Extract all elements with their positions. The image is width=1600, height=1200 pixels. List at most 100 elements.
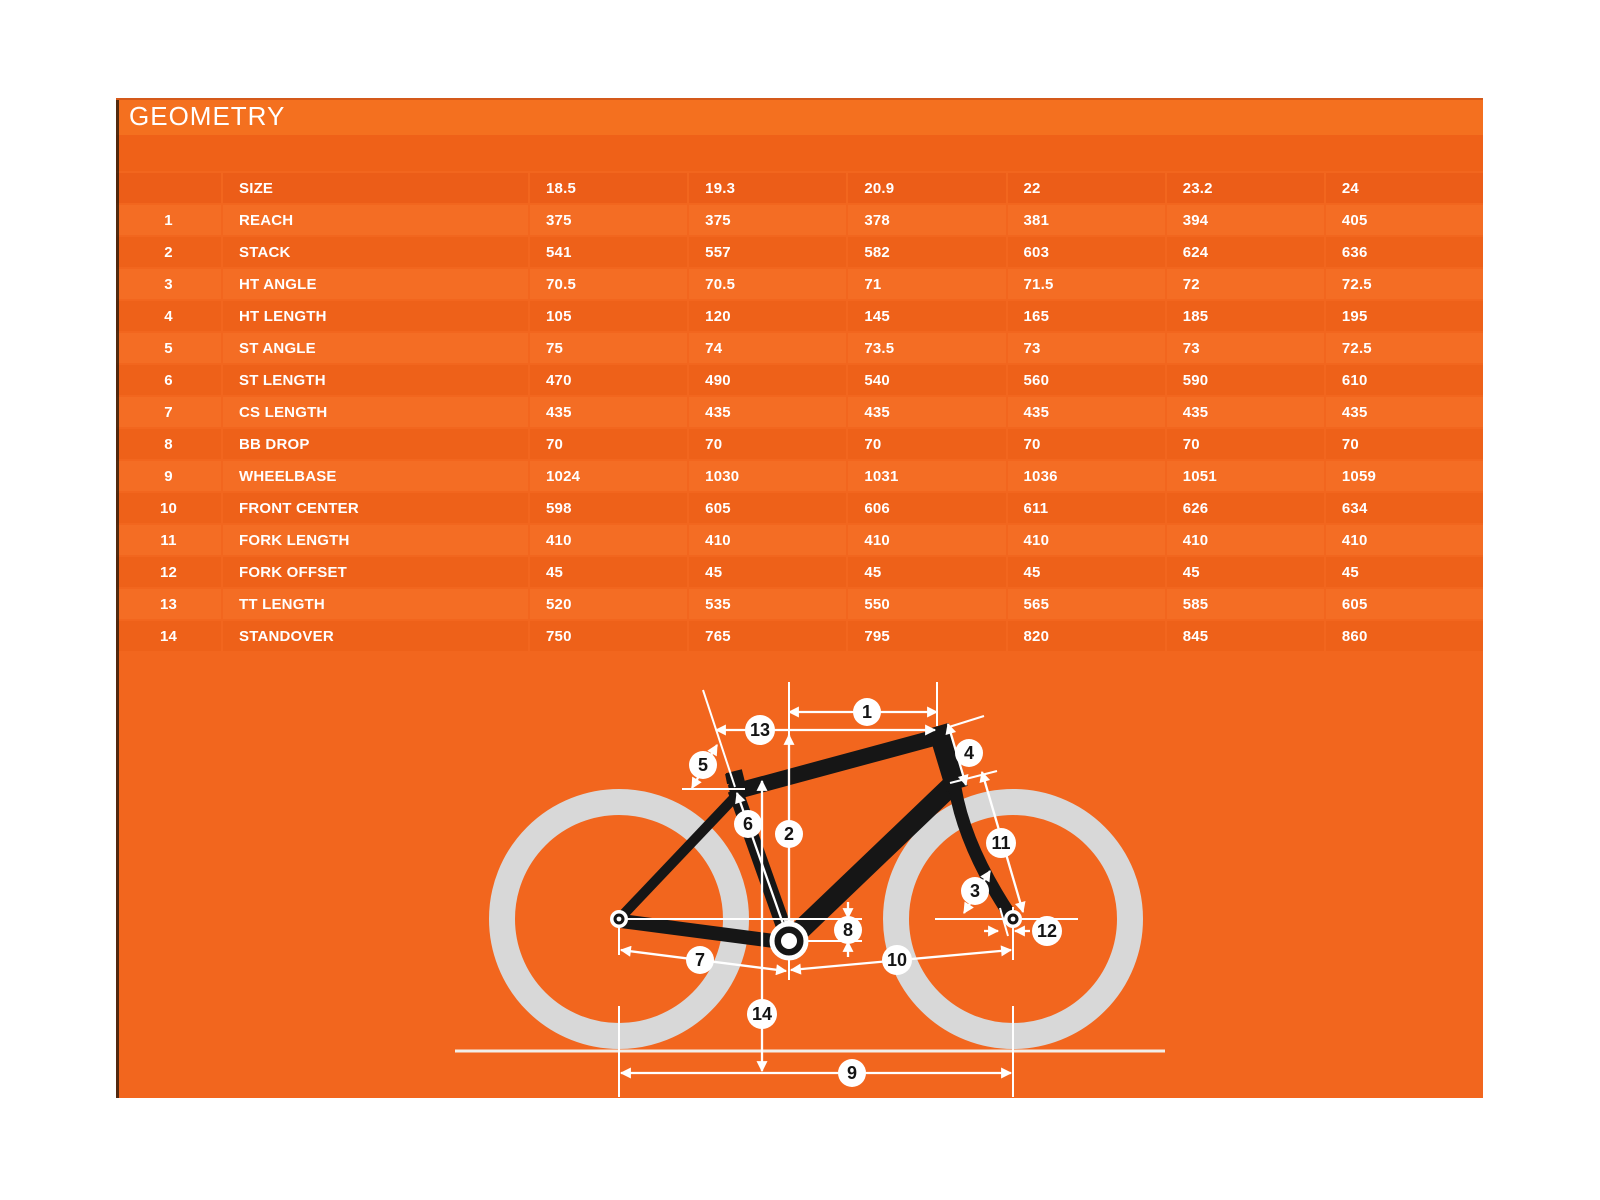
row-value: 560 xyxy=(1007,365,1165,395)
row-value: 73 xyxy=(1166,333,1324,363)
callout-badge-st-length: 6 xyxy=(734,810,762,838)
table-row: 8 BB DROP 70 70 70 70 70 70 xyxy=(116,429,1484,459)
row-value: 72 xyxy=(1166,269,1324,299)
page-title: GEOMETRY xyxy=(129,101,286,131)
row-value: 45 xyxy=(1166,557,1324,587)
svg-text:5: 5 xyxy=(698,755,708,775)
table-row: 4 HT LENGTH 105 120 145 165 185 195 xyxy=(116,301,1484,331)
row-label: ST ANGLE xyxy=(223,333,528,363)
row-value: 470 xyxy=(530,365,688,395)
svg-text:1: 1 xyxy=(862,702,872,722)
row-value: 73 xyxy=(1007,333,1165,363)
row-value: 410 xyxy=(848,525,1006,555)
row-value: 611 xyxy=(1007,493,1165,523)
row-value: 45 xyxy=(848,557,1006,587)
row-value: 765 xyxy=(689,621,847,651)
row-label: HT LENGTH xyxy=(223,301,528,331)
row-value: 70 xyxy=(1166,429,1324,459)
row-value: 541 xyxy=(530,237,688,267)
row-value: 1031 xyxy=(848,461,1006,491)
row-value: 145 xyxy=(848,301,1006,331)
row-number: 8 xyxy=(116,429,221,459)
row-value: 45 xyxy=(1007,557,1165,587)
row-value: 70.5 xyxy=(530,269,688,299)
table-row: 12 FORK OFFSET 45 45 45 45 45 45 xyxy=(116,557,1484,587)
row-label: STACK xyxy=(223,237,528,267)
row-value: 381 xyxy=(1007,205,1165,235)
callout-badge-wheelbase: 9 xyxy=(838,1059,866,1087)
row-value: 70 xyxy=(689,429,847,459)
axle-and-bb-details xyxy=(610,910,1022,961)
row-value: 435 xyxy=(530,397,688,427)
row-value: 634 xyxy=(1325,493,1484,523)
row-number: 12 xyxy=(116,557,221,587)
row-value: 72.5 xyxy=(1325,333,1484,363)
row-value: 23.2 xyxy=(1166,173,1324,203)
row-value: 605 xyxy=(689,493,847,523)
row-value: 435 xyxy=(1166,397,1324,427)
row-value: 375 xyxy=(530,205,688,235)
header-band: GEOMETRY xyxy=(116,100,1483,135)
spacer-band xyxy=(116,135,1483,171)
table-row: 3 HT ANGLE 70.5 70.5 71 71.5 72 72.5 xyxy=(116,269,1484,299)
row-label: ST LENGTH xyxy=(223,365,528,395)
row-value: 603 xyxy=(1007,237,1165,267)
row-value: 1051 xyxy=(1166,461,1324,491)
geometry-table: SIZE 18.5 19.3 20.9 22 23.2 24 1 REACH 375 375 378 3… xyxy=(116,173,1484,651)
row-value: 70 xyxy=(1325,429,1484,459)
row-label: WHEELBASE xyxy=(223,461,528,491)
row-label: FORK LENGTH xyxy=(223,525,528,555)
row-number: 1 xyxy=(116,205,221,235)
row-value: 820 xyxy=(1007,621,1165,651)
row-value: 375 xyxy=(689,205,847,235)
table-row: 10 FRONT CENTER 598 605 606 611 626 634 xyxy=(116,493,1484,523)
svg-text:2: 2 xyxy=(784,824,794,844)
row-value: 410 xyxy=(689,525,847,555)
svg-text:4: 4 xyxy=(964,743,974,763)
row-value: 20.9 xyxy=(848,173,1006,203)
callout-badge-tt-length: 13 xyxy=(745,715,775,745)
bike-geometry-diagram: 1 2 3 4 5 6 7 8 9 10 11 12 xyxy=(455,682,1165,1097)
row-number: 6 xyxy=(116,365,221,395)
row-value: 550 xyxy=(848,589,1006,619)
row-value: 185 xyxy=(1166,301,1324,331)
row-label: REACH xyxy=(223,205,528,235)
row-label: FRONT CENTER xyxy=(223,493,528,523)
callout-badge-bb-drop: 8 xyxy=(834,916,862,944)
callout-badge-ht-length: 4 xyxy=(955,739,983,767)
row-value: 410 xyxy=(1007,525,1165,555)
row-value: 557 xyxy=(689,237,847,267)
row-number: 11 xyxy=(116,525,221,555)
row-label: STANDOVER xyxy=(223,621,528,651)
callout-badge-front-center: 10 xyxy=(882,945,912,975)
row-value: 795 xyxy=(848,621,1006,651)
row-value: 24 xyxy=(1325,173,1484,203)
row-label: TT LENGTH xyxy=(223,589,528,619)
row-value: 845 xyxy=(1166,621,1324,651)
row-value: 520 xyxy=(530,589,688,619)
row-value: 540 xyxy=(848,365,1006,395)
row-value: 435 xyxy=(1325,397,1484,427)
panel-left-edge xyxy=(116,100,119,1098)
callout-badge-standover: 14 xyxy=(747,999,777,1029)
row-value: 19.3 xyxy=(689,173,847,203)
row-value: 120 xyxy=(689,301,847,331)
row-value: 624 xyxy=(1166,237,1324,267)
row-value: 405 xyxy=(1325,205,1484,235)
row-number: 2 xyxy=(116,237,221,267)
row-number: 10 xyxy=(116,493,221,523)
row-value: 1030 xyxy=(689,461,847,491)
row-value: 410 xyxy=(1325,525,1484,555)
row-number: 4 xyxy=(116,301,221,331)
callout-badge-fork-length: 11 xyxy=(986,828,1016,858)
row-value: 435 xyxy=(848,397,1006,427)
row-label: CS LENGTH xyxy=(223,397,528,427)
row-value: 610 xyxy=(1325,365,1484,395)
callout-badge-st-angle: 5 xyxy=(689,751,717,779)
row-value: 1024 xyxy=(530,461,688,491)
row-value: 70 xyxy=(848,429,1006,459)
row-value: 45 xyxy=(1325,557,1484,587)
row-label: HT ANGLE xyxy=(223,269,528,299)
row-value: 435 xyxy=(689,397,847,427)
row-value: 1059 xyxy=(1325,461,1484,491)
